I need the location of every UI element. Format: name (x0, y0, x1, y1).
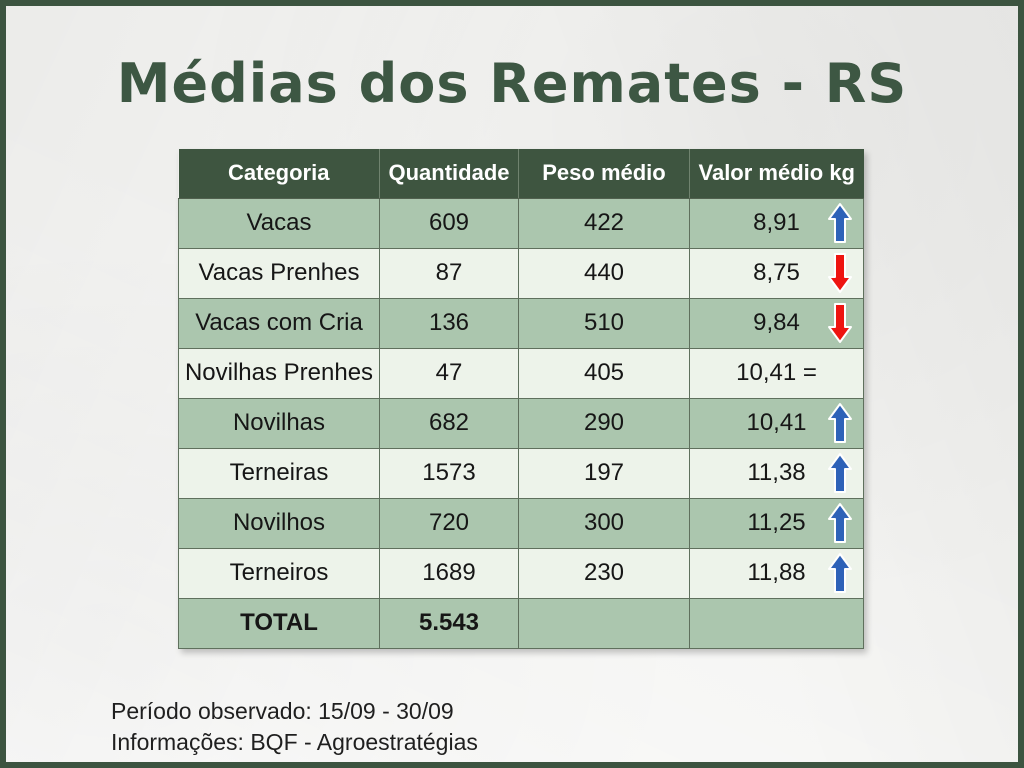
cell-quantidade: 609 (379, 197, 519, 249)
table-row: Terneiros 1689 230 11,88 (178, 547, 864, 599)
table-row: Novilhas Prenhes 47 405 10,41 = (178, 347, 864, 399)
cell-quantidade: 1689 (379, 547, 519, 599)
cell-categoria: Vacas (178, 197, 380, 249)
cell-quantidade: 1573 (379, 447, 519, 499)
cell-categoria: TOTAL (178, 597, 380, 649)
arrow-up-icon (827, 202, 853, 244)
cell-valor-medio-kg: 8,91 (689, 197, 864, 249)
table-row: Vacas Prenhes 87 440 8,75 (178, 247, 864, 299)
table-row: Vacas com Cria 136 510 9,84 (178, 297, 864, 349)
header-cell-1: Quantidade (379, 149, 519, 199)
cell-quantidade: 682 (379, 397, 519, 449)
cell-peso-medio (518, 597, 690, 649)
cell-valor-medio-kg: 11,38 (689, 447, 864, 499)
cell-valor-medio-kg: 8,75 (689, 247, 864, 299)
arrow-up-icon (827, 452, 853, 494)
cell-quantidade: 136 (379, 297, 519, 349)
arrow-down-icon (827, 252, 853, 294)
cell-categoria: Terneiras (178, 447, 380, 499)
cell-valor-medio-kg (689, 597, 864, 649)
cell-quantidade: 720 (379, 497, 519, 549)
cell-peso-medio: 510 (518, 297, 690, 349)
observed-period-text: Período observado: 15/09 - 30/09 (111, 698, 454, 724)
arrow-up-icon (827, 552, 853, 594)
table-row: Novilhas 682 290 10,41 (178, 397, 864, 449)
arrow-up-icon (827, 402, 853, 444)
cell-peso-medio: 230 (518, 547, 690, 599)
cell-quantidade: 5.543 (379, 597, 519, 649)
cell-peso-medio: 405 (518, 347, 690, 399)
header-cell-3: Valor médio kg (689, 149, 864, 199)
data-table: Categoria Quantidade Peso médio Valor médio… (178, 149, 864, 649)
cell-peso-medio: 440 (518, 247, 690, 299)
cell-quantidade: 87 (379, 247, 519, 299)
table-row: Terneiras 1573 197 11,38 (178, 447, 864, 499)
arrow-down-icon (827, 302, 853, 344)
cell-valor-medio-kg: 9,84 (689, 297, 864, 349)
header-cell-2: Peso médio (518, 149, 690, 199)
cell-categoria: Terneiros (178, 547, 380, 599)
cell-categoria: Novilhos (178, 497, 380, 549)
table-header-row: Categoria Quantidade Peso médio Valor médio… (178, 149, 864, 199)
table-row: Novilhos 720 300 11,25 (178, 497, 864, 549)
remates-averages-table: Categoria Quantidade Peso médio Valor médio… (178, 149, 864, 649)
cell-valor-medio-kg: 11,88 (689, 547, 864, 599)
cell-peso-medio: 290 (518, 397, 690, 449)
cell-valor-medio-kg: 10,41 = (689, 347, 864, 399)
page-title: Médias dos Remates - RS (116, 52, 908, 115)
cell-peso-medio: 300 (518, 497, 690, 549)
header-cell-0: Categoria (178, 149, 380, 199)
cell-peso-medio: 197 (518, 447, 690, 499)
total-row: TOTAL 5.543 (178, 597, 864, 649)
cell-quantidade: 47 (379, 347, 519, 399)
cell-categoria: Novilhas (178, 397, 380, 449)
cell-categoria: Vacas Prenhes (178, 247, 380, 299)
table-row: Vacas 609 422 8,91 (178, 197, 864, 249)
cell-categoria: Novilhas Prenhes (178, 347, 380, 399)
cell-valor-medio-kg: 11,25 (689, 497, 864, 549)
arrow-up-icon (827, 502, 853, 544)
cell-valor-medio-kg: 10,41 (689, 397, 864, 449)
cell-categoria: Vacas com Cria (178, 297, 380, 349)
cell-peso-medio: 422 (518, 197, 690, 249)
source-info-text: Informações: BQF - Agroestratégias (111, 729, 478, 755)
footer-notes: Período observado: 15/09 - 30/09 Informa… (111, 696, 478, 758)
